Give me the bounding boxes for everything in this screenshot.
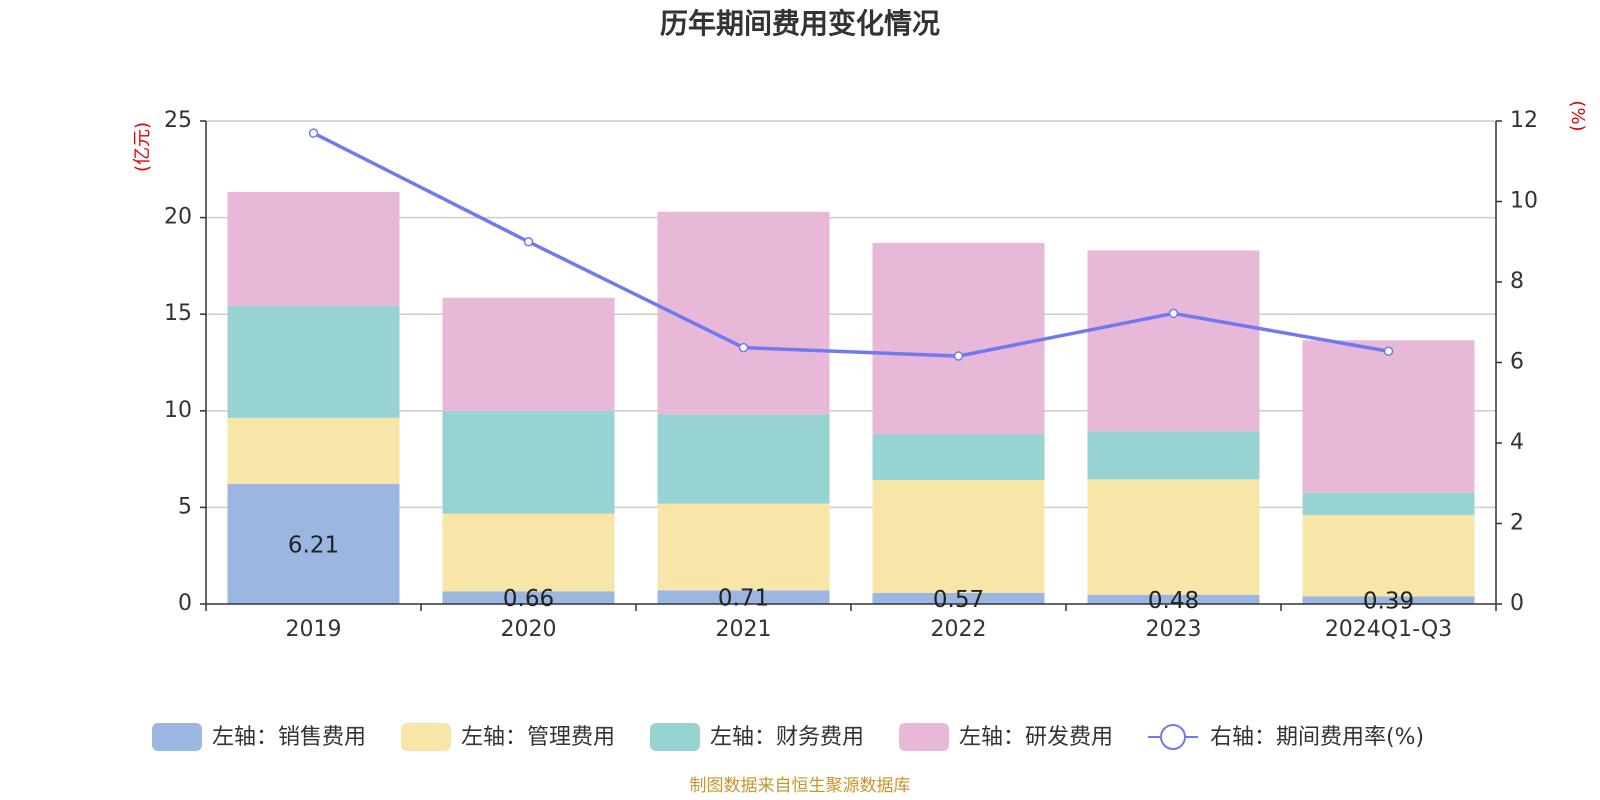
bar-segment	[657, 503, 830, 591]
legend-label: 右轴：期间费用率(%)	[1210, 725, 1424, 750]
bar-data-label: 0.39	[1363, 589, 1414, 615]
x-axis-tick-label: 2021	[716, 617, 772, 642]
bar-segment	[442, 513, 615, 592]
right-axis-tick-label: 6	[1510, 350, 1524, 375]
legend-label: 左轴：管理费用	[461, 725, 615, 750]
right-axis-tick-label: 0	[1510, 591, 1524, 616]
bar-data-label: 0.66	[503, 586, 554, 612]
bar-segment	[227, 191, 400, 306]
bar-segment	[1302, 514, 1475, 597]
source-note: 制图数据来自恒生聚源数据库	[690, 776, 911, 796]
bar-segment	[872, 242, 1045, 435]
rate-point	[1383, 346, 1394, 356]
rate-point	[523, 237, 534, 247]
left-axis-tick-label: 15	[164, 301, 192, 326]
x-axis-tick-label: 2024Q1-Q3	[1325, 617, 1452, 642]
bar-segment	[657, 414, 830, 504]
x-axis-tick-label: 2023	[1146, 617, 1202, 642]
data-labels: 6.21 0.66 0.71 0.57 0.48 0.39	[288, 533, 1414, 615]
bar-data-label: 6.21	[288, 533, 339, 559]
bar-segment	[227, 417, 400, 485]
bar-data-label: 0.48	[1148, 588, 1199, 614]
rate-line	[312, 131, 1389, 358]
legend-swatch	[899, 723, 949, 751]
right-axis-tick-label: 12	[1510, 108, 1538, 133]
legend-label: 左轴：财务费用	[710, 725, 864, 750]
bar-segment	[872, 480, 1045, 593]
right-axis-tick-label: 8	[1510, 269, 1524, 294]
bar-segment	[227, 305, 400, 418]
right-axis-tick-label: 10	[1510, 189, 1538, 214]
bar-segment	[657, 590, 830, 604]
bar-segment	[872, 434, 1045, 481]
bar-data-label: 0.71	[718, 586, 769, 612]
bar-segment	[872, 592, 1045, 604]
x-axis-tick-label: 2020	[501, 617, 557, 642]
bar-segment	[442, 411, 615, 514]
bar-segment	[442, 591, 615, 604]
bar-segment	[1087, 479, 1260, 595]
left-axis-tick-label: 0	[178, 591, 192, 616]
left-axis-tick-label: 20	[164, 205, 192, 230]
grid-lines	[206, 120, 1496, 509]
right-axis-tick-label: 2	[1510, 511, 1524, 536]
legend-label: 左轴：研发费用	[959, 725, 1113, 750]
axes: 0 5 10 15 20 25 0 2 4 6 8 10 12 2019 2020 2021 2022 2023 2…	[164, 108, 1538, 642]
legend-swatch	[152, 723, 202, 751]
bar-segment	[227, 484, 400, 604]
legend-swatch	[650, 723, 700, 751]
bar-segment	[1087, 431, 1260, 480]
legend-label: 左轴：销售费用	[212, 725, 366, 750]
left-axis-tick-label: 10	[164, 398, 192, 423]
left-axis-tick-label: 5	[178, 494, 192, 519]
x-axis-tick-label: 2019	[286, 617, 342, 642]
bar-segment	[1302, 596, 1475, 604]
legend-marker	[1160, 724, 1186, 750]
left-axis-unit: (亿元)	[132, 122, 153, 172]
rate-line-series	[308, 128, 1394, 361]
legend-swatch	[401, 723, 451, 751]
x-axis-tick-label: 2022	[931, 617, 987, 642]
bar-segment	[657, 211, 830, 415]
rate-point	[1168, 308, 1179, 319]
bar-segment	[1302, 492, 1475, 515]
rate-point	[308, 128, 319, 138]
bar-data-label: 0.57	[933, 587, 984, 613]
bar-segment	[442, 297, 615, 412]
bars	[227, 191, 1475, 604]
legend: 左轴：销售费用 左轴：管理费用 左轴：财务费用 左轴：研发费用 右轴：期间费用率(%)	[152, 723, 1424, 751]
bar-segment	[1302, 340, 1475, 493]
chart-title: 历年期间费用变化情况	[660, 7, 940, 40]
right-axis-unit: (%)	[1567, 100, 1588, 131]
left-axis-tick-label: 25	[164, 108, 192, 133]
bar-segment	[1087, 250, 1260, 432]
rate-point	[738, 342, 749, 353]
bar-segment	[1087, 594, 1260, 604]
right-axis-tick-label: 4	[1510, 430, 1524, 455]
rate-point	[953, 351, 964, 361]
